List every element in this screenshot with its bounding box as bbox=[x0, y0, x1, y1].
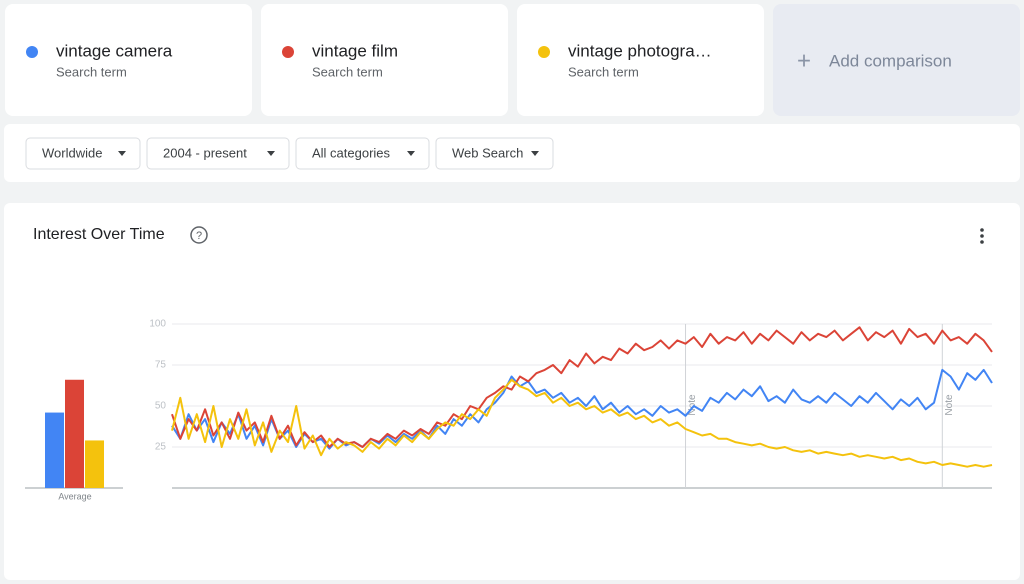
bar-label: Average bbox=[58, 491, 91, 501]
filter-label: Worldwide bbox=[42, 145, 102, 160]
term-card[interactable] bbox=[517, 4, 764, 116]
dropdown-arrow bbox=[407, 151, 415, 156]
filter-label: 2004 - present bbox=[163, 145, 247, 160]
add-comparison-card[interactable] bbox=[773, 4, 1020, 116]
average-bar bbox=[45, 412, 64, 488]
filter-dropdown[interactable] bbox=[25, 137, 141, 170]
chart-title: Interest Over Time bbox=[33, 226, 165, 243]
menu-dot bbox=[980, 228, 984, 232]
term-card[interactable] bbox=[261, 4, 508, 116]
menu-dot bbox=[980, 240, 984, 244]
average-bar bbox=[65, 379, 84, 488]
y-tick-label: 100 bbox=[149, 319, 166, 330]
term-subtitle: Search term bbox=[56, 64, 127, 79]
note-label: Note bbox=[687, 394, 698, 416]
term-dot bbox=[282, 46, 294, 58]
dropdown-arrow bbox=[118, 151, 126, 156]
term-card[interactable] bbox=[5, 4, 252, 116]
term-dot bbox=[26, 46, 38, 58]
filter-label: Web Search bbox=[452, 145, 523, 160]
term-subtitle: Search term bbox=[568, 64, 639, 79]
y-tick-label: 75 bbox=[155, 360, 167, 371]
trend-line bbox=[171, 326, 993, 448]
note-label: Note bbox=[944, 394, 955, 416]
filter-dropdown[interactable] bbox=[295, 137, 430, 170]
dropdown-arrow bbox=[531, 151, 539, 156]
y-tick-label: 50 bbox=[155, 401, 167, 412]
chart-card bbox=[4, 203, 1020, 580]
add-comparison[interactable]: Add comparison bbox=[829, 51, 952, 70]
term-name: vintage camera bbox=[56, 41, 173, 60]
help-icon-glyph: ? bbox=[196, 230, 202, 242]
term-name: vintage film bbox=[312, 41, 398, 60]
plus-icon: + bbox=[797, 47, 811, 74]
dropdown-arrow bbox=[267, 151, 275, 156]
trend-line bbox=[171, 378, 993, 468]
term-subtitle: Search term bbox=[312, 64, 383, 79]
term-dot bbox=[538, 46, 550, 58]
menu-icon[interactable] bbox=[980, 228, 984, 244]
help-icon[interactable] bbox=[190, 226, 208, 244]
menu-dot bbox=[980, 234, 984, 238]
y-tick-label: 25 bbox=[155, 442, 167, 453]
filter-label: All categories bbox=[312, 145, 391, 160]
filter-dropdown[interactable] bbox=[146, 137, 290, 170]
term-name: vintage photogra… bbox=[568, 41, 712, 60]
filter-dropdown[interactable] bbox=[435, 137, 554, 170]
average-bar bbox=[85, 440, 104, 488]
